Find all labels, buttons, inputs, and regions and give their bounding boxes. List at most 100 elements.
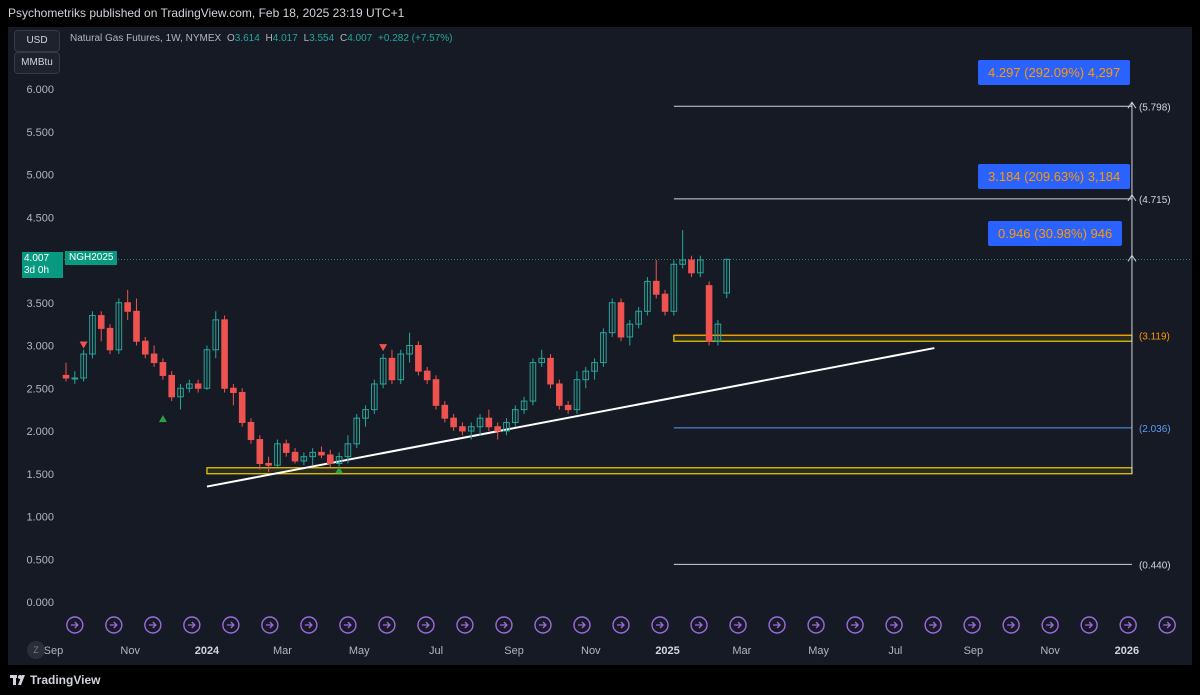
candle-body (141, 340, 149, 355)
event-icon[interactable] (495, 616, 513, 634)
candle-body (221, 319, 228, 389)
candle-body (115, 302, 123, 351)
candle-body (326, 454, 334, 464)
arrow-icon (577, 621, 586, 629)
publisher-bar: Psychometriks published on TradingView.c… (0, 0, 1200, 27)
candle-body (450, 417, 457, 428)
candle-body (564, 404, 572, 411)
arrow-icon (70, 621, 79, 629)
candle-body (503, 421, 510, 432)
arrow-icon (890, 621, 899, 629)
candle-body (256, 439, 264, 464)
event-icon[interactable] (885, 616, 903, 634)
support-zone (673, 334, 1133, 342)
candle-body (344, 443, 352, 458)
event-icon[interactable] (846, 616, 864, 634)
event-icon[interactable] (1002, 616, 1020, 634)
event-icon[interactable] (261, 616, 279, 634)
arrow-icon (656, 621, 664, 629)
x-tick-label: Nov (581, 645, 601, 657)
x-tick-label: Jul (888, 645, 902, 657)
arrow-icon (382, 621, 391, 629)
event-icon[interactable] (378, 616, 396, 634)
event-icon[interactable] (417, 616, 435, 634)
candle-body (476, 417, 484, 428)
footer-bar: TradingView (0, 665, 1200, 695)
event-icon[interactable] (105, 616, 123, 634)
event-icon[interactable] (534, 616, 552, 634)
event-icon[interactable] (768, 616, 786, 634)
candle-body (538, 357, 546, 364)
event-ring (612, 616, 630, 634)
candle-body (494, 426, 501, 432)
x-axis-ticks: Sep Nov 2024 Mar May Jul Sep Nov 2025 Mar May Jul Se… (44, 645, 1192, 657)
x-tick-label: Sep (504, 645, 524, 657)
projection-label-1[interactable]: 4.297 (292.09%) 4,297 (978, 60, 1131, 86)
candle-body (547, 357, 554, 385)
event-ring (339, 616, 357, 634)
price-chart[interactable]: 6.0005.5005.0004.5004.0003.5003.0002.500… (8, 27, 1192, 665)
event-icon[interactable] (963, 616, 981, 634)
event-icon[interactable] (729, 616, 747, 634)
projection-arrowhead (1127, 254, 1137, 262)
unit-button[interactable]: MMBtu (14, 52, 60, 74)
candle-body (520, 400, 528, 411)
event-icon[interactable] (651, 616, 669, 634)
event-icon[interactable] (339, 616, 357, 634)
candle-body (467, 426, 475, 432)
x-tick-label: Sep (964, 645, 984, 657)
y-tick-label: 4.500 (26, 212, 54, 224)
fib-levels: (5.798) (4.715) (3.119) (2.036) (0.440) (58, 102, 1192, 571)
event-icon[interactable] (924, 616, 942, 634)
chart-area[interactable]: 6.0005.5005.0004.5004.0003.5003.0002.500… (8, 27, 1192, 665)
change-value: +0.282 (+7.57%) (378, 33, 453, 44)
projection-arrowhead (1127, 101, 1137, 109)
candle-body (705, 285, 713, 342)
candle-body (335, 456, 343, 464)
candle-body (459, 426, 466, 432)
candle-body (573, 379, 581, 411)
event-icon[interactable] (1041, 616, 1059, 634)
event-icon[interactable] (1119, 616, 1137, 634)
arrow-icon (812, 621, 820, 629)
candle-body (661, 293, 669, 312)
event-icon[interactable] (222, 616, 240, 634)
event-icon[interactable] (300, 616, 318, 634)
sell-marker (379, 344, 388, 352)
y-tick-label: 6.000 (26, 84, 54, 96)
event-icon[interactable] (690, 616, 708, 634)
event-icon[interactable] (807, 616, 825, 634)
candle-body (688, 259, 695, 274)
projection-label-2[interactable]: 3.184 (209.63%) 3,184 (978, 163, 1131, 189)
event-icon[interactable] (573, 616, 591, 634)
event-ring (222, 616, 240, 634)
event-icons[interactable] (66, 616, 1176, 634)
event-icon[interactable] (612, 616, 630, 634)
level-label: (3.119) (1139, 331, 1170, 342)
event-ring (1119, 616, 1137, 634)
event-icon[interactable] (144, 616, 162, 634)
event-icon[interactable] (1158, 616, 1176, 634)
projection-label-3[interactable]: 0.946 (30.98%) 946 (988, 221, 1123, 247)
ohlc-legend: Natural Gas Futures, 1W, NYMEX O3.614 H4… (70, 33, 453, 44)
open-value: 3.614 (234, 33, 260, 44)
currency-button[interactable]: USD (14, 30, 60, 52)
candle-body (670, 263, 678, 312)
close-key: C (339, 33, 348, 44)
event-ring (261, 616, 279, 634)
candle-body (432, 379, 440, 406)
event-icon[interactable] (1080, 616, 1098, 634)
candle-body (300, 456, 308, 462)
y-tick-label: 0.000 (26, 597, 54, 609)
candle-body (617, 302, 625, 338)
candle-body (635, 310, 642, 325)
candle-body (362, 409, 369, 419)
event-icon[interactable] (66, 616, 84, 634)
candle-body (679, 259, 686, 265)
event-icon[interactable] (456, 616, 474, 634)
arrow-icon (929, 621, 938, 629)
event-icon[interactable] (183, 616, 201, 634)
timezone-button[interactable]: Z (27, 641, 45, 659)
arrow-icon (343, 621, 352, 629)
tradingview-logo-icon (10, 675, 25, 685)
